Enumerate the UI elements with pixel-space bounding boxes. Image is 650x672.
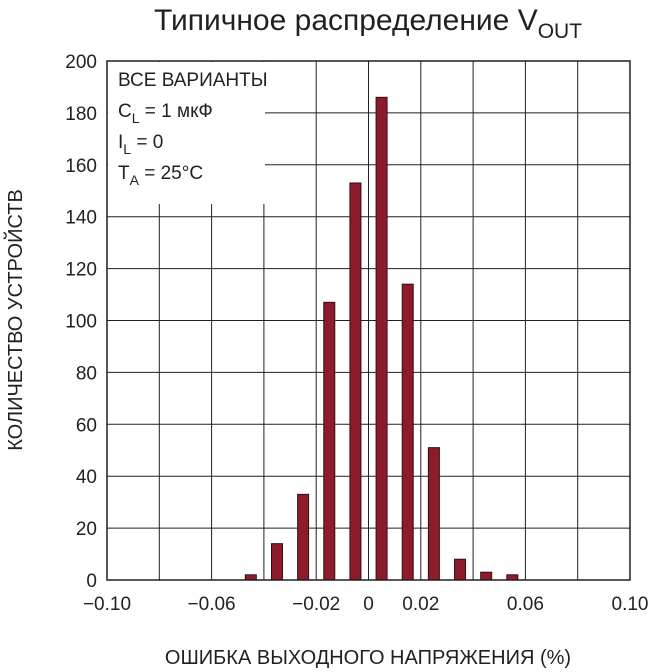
annotation-text: ВСЕ ВАРИАНТЫ [118, 70, 268, 91]
annotation-line: ВСЕ ВАРИАНТЫ [118, 70, 268, 91]
plot-frame [106, 60, 631, 581]
y-tick-label: 40 [76, 467, 97, 488]
bar [244, 574, 257, 581]
x-axis-label: ОШИБКА ВЫХОДНОГО НАПРЯЖЕНИЯ (%) [165, 647, 571, 669]
bar [375, 96, 388, 581]
y-tick-label: 80 [76, 363, 97, 384]
annotation-text: T [118, 163, 130, 184]
y-tick-label: 60 [76, 415, 97, 436]
y-tick-label: 120 [65, 260, 97, 281]
bar [506, 574, 519, 581]
x-tick-label: 0.10 [612, 594, 649, 615]
bar [454, 558, 467, 581]
y-tick-label: 200 [65, 52, 97, 73]
bar [427, 447, 440, 581]
bar [323, 301, 336, 581]
x-tick-label: −0.06 [188, 594, 236, 615]
annotation-sub: A [130, 172, 140, 188]
bar [401, 283, 414, 581]
y-tick-label: 20 [76, 519, 97, 540]
bar [270, 543, 283, 581]
annotation-sub: L [132, 110, 140, 126]
y-tick-label: 100 [65, 312, 97, 333]
annotation-box [108, 62, 265, 204]
x-tick-label: 0 [363, 594, 374, 615]
y-tick-label: 180 [65, 104, 97, 125]
x-tick-label: −0.10 [83, 594, 131, 615]
bar [297, 493, 310, 581]
annotation-line: CL = 1 мкФ [118, 101, 213, 126]
y-axis-label: КОЛИЧЕСТВО УСТРОЙСТВ [3, 189, 27, 451]
bar [480, 571, 493, 581]
title-sub: OUT [538, 20, 583, 43]
y-tick-label: 160 [65, 156, 97, 177]
x-tick-label: −0.02 [292, 594, 340, 615]
annotation-text: = 25°C [139, 163, 203, 184]
annotation-text: C [118, 101, 132, 122]
y-tick-label: 140 [65, 208, 97, 229]
annotation-sub: L [123, 141, 131, 157]
title-text: Типичное распределение V [154, 4, 538, 37]
x-tick-label: 0.02 [402, 594, 439, 615]
annotation-text: I [118, 132, 123, 153]
annotation-line: IL = 0 [118, 132, 163, 157]
annotation-line: TA = 25°C [118, 163, 203, 188]
bar [349, 182, 362, 581]
chart-title: Типичное распределение VOUT [154, 4, 582, 43]
annotation-text: = 0 [131, 132, 163, 153]
annotation-text: = 1 мкФ [140, 101, 213, 122]
x-tick-label: 0.06 [507, 594, 544, 615]
y-tick-label: 0 [86, 571, 97, 592]
